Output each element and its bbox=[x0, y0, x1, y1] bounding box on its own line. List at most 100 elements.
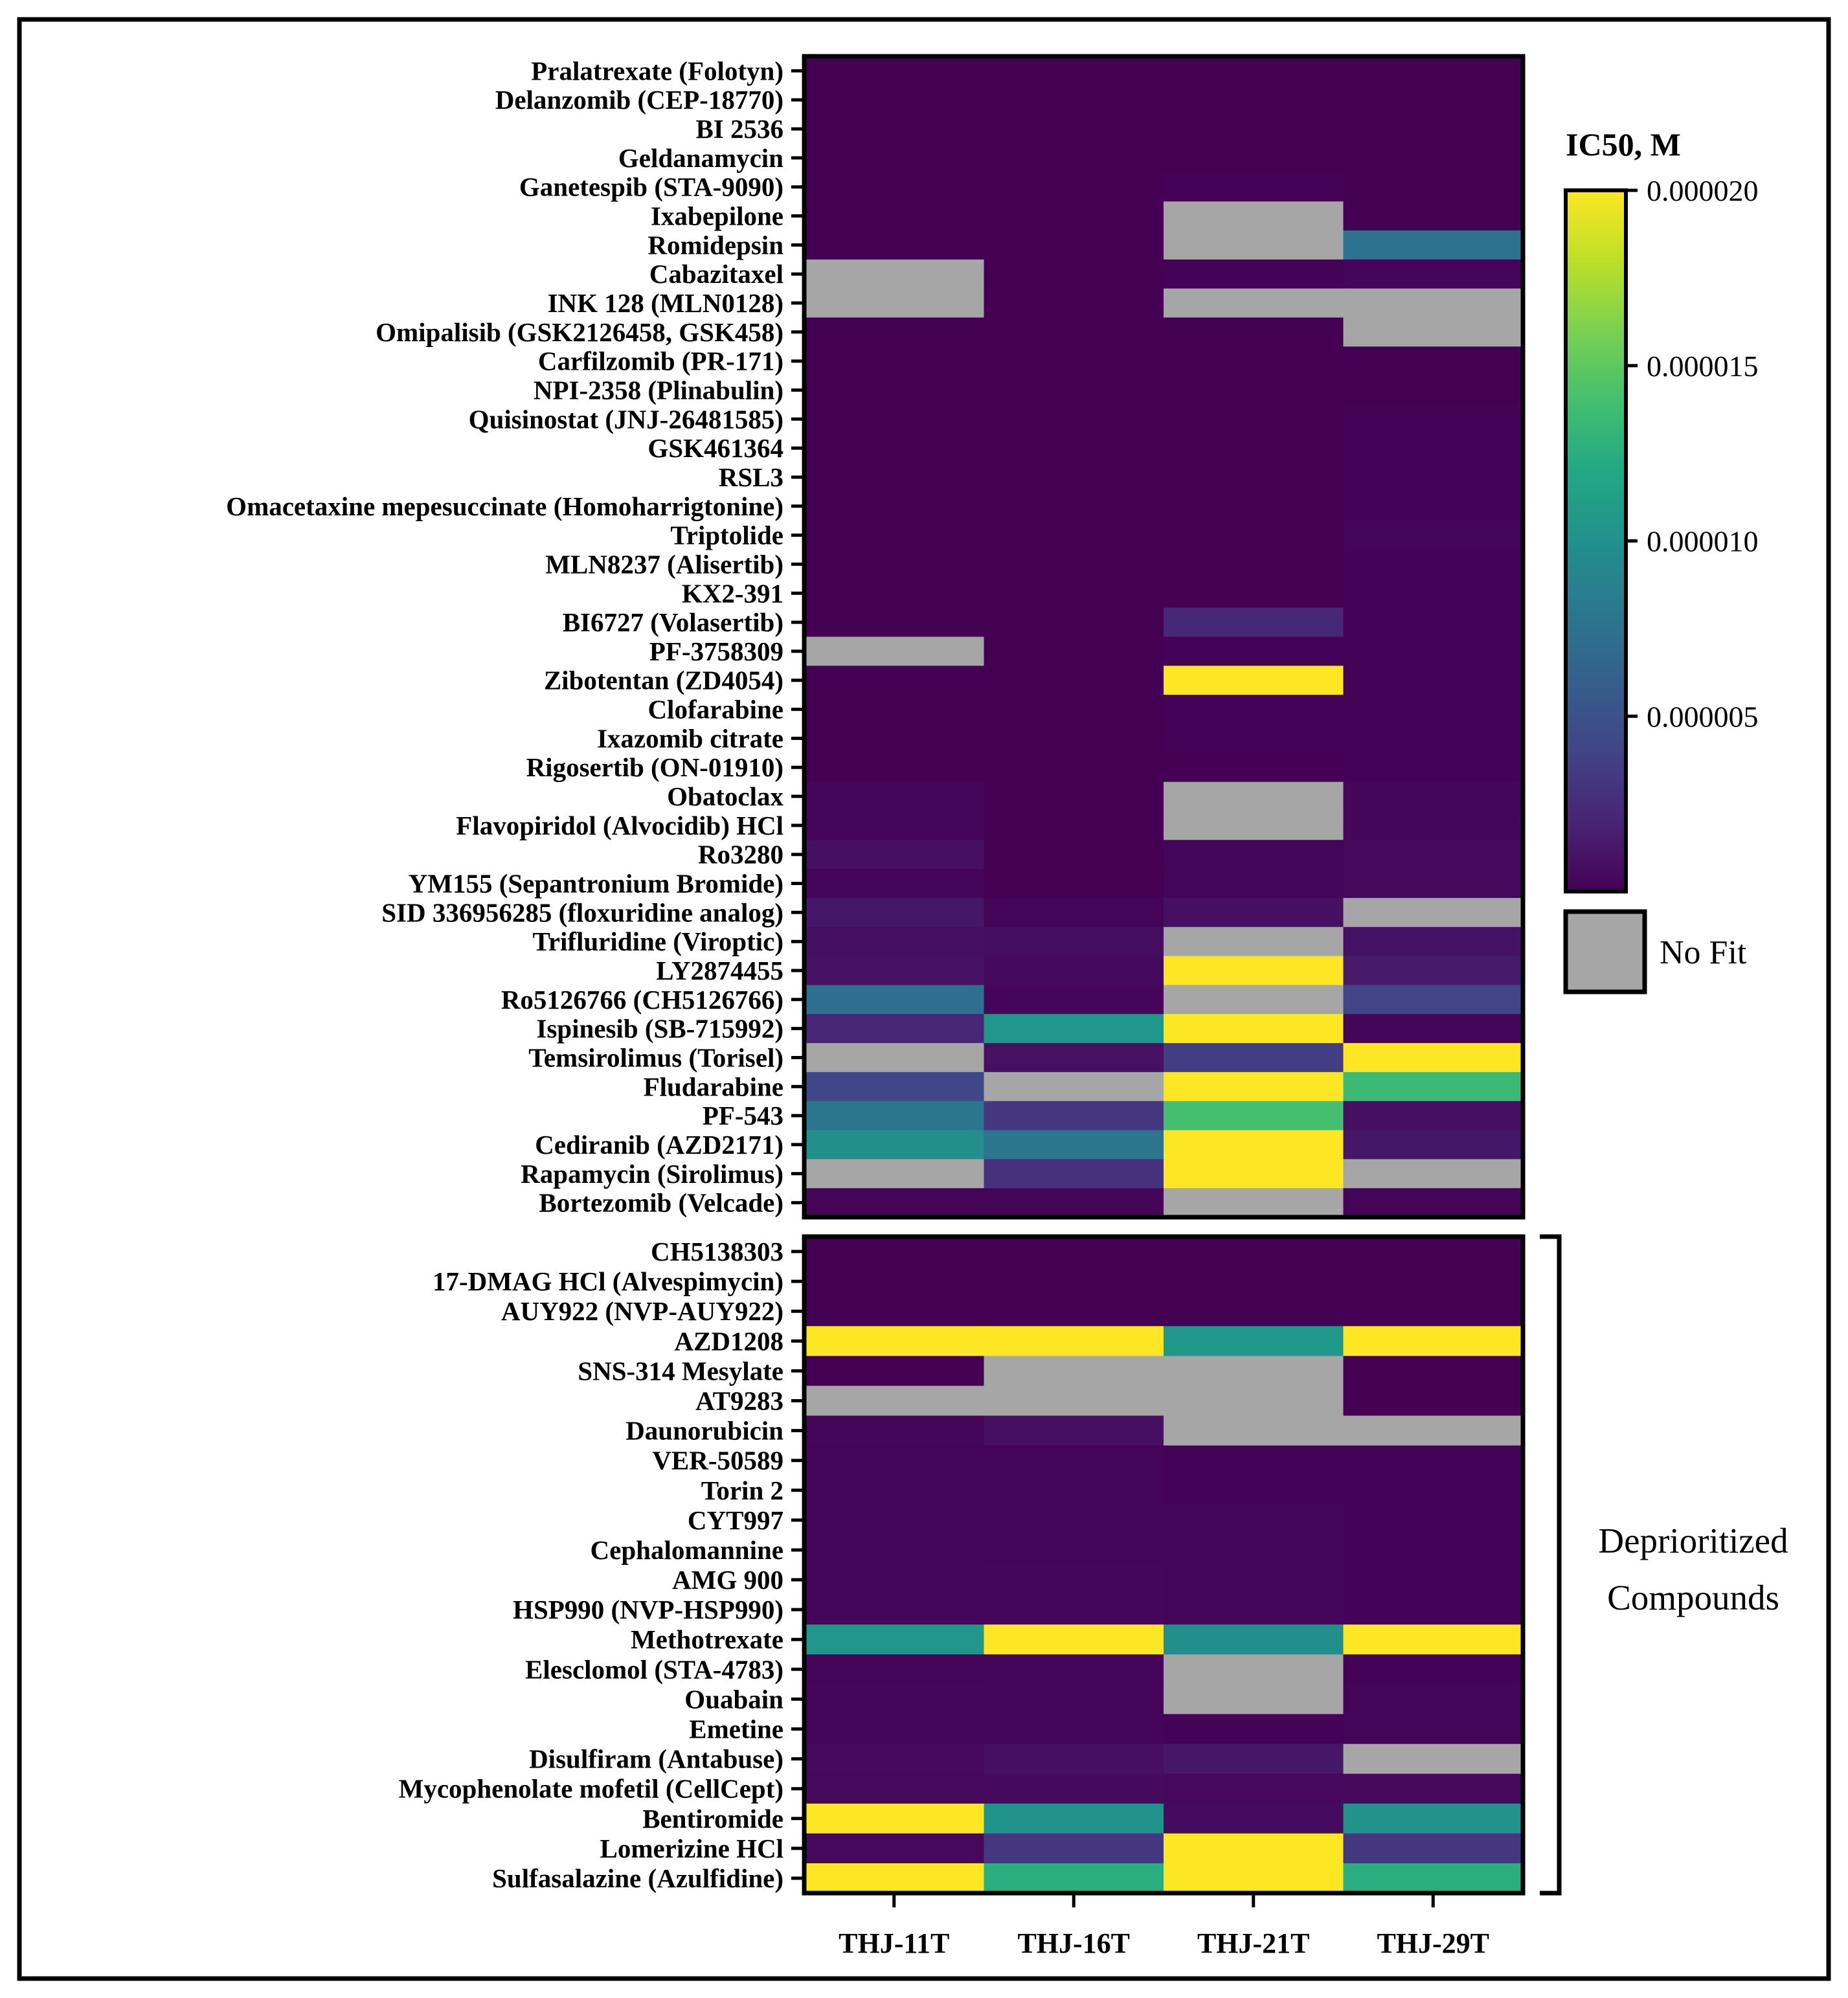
heatmap-cell bbox=[1164, 1684, 1344, 1715]
heatmap-cell bbox=[984, 172, 1164, 202]
heatmap-cell bbox=[1164, 1159, 1344, 1189]
heatmap-cell bbox=[984, 1505, 1164, 1536]
heatmap-cell bbox=[984, 666, 1164, 695]
heatmap-cell bbox=[984, 288, 1164, 319]
heatmap-cell bbox=[1343, 1326, 1524, 1357]
heatmap-cell bbox=[1164, 781, 1344, 812]
row-label: Daunorubicin bbox=[625, 1416, 783, 1446]
heatmap-cell bbox=[984, 1101, 1164, 1131]
heatmap-cell bbox=[804, 1833, 985, 1864]
heatmap-cell bbox=[804, 1130, 985, 1160]
row-labels: Pralatrexate (Folotyn)Delanzomib (CEP-18… bbox=[226, 56, 783, 1893]
row-label: YM155 (Sepantronium Bromide) bbox=[409, 869, 783, 899]
heatmap-cell bbox=[804, 201, 985, 231]
heatmap-cell bbox=[1343, 1356, 1524, 1387]
heatmap-cell bbox=[1343, 1863, 1524, 1894]
row-label: Obatoclax bbox=[667, 781, 783, 811]
heatmap-cell bbox=[984, 433, 1164, 464]
heatmap-cell bbox=[1164, 1624, 1344, 1656]
heatmap-cell bbox=[1343, 1654, 1524, 1685]
heatmap-cell bbox=[984, 491, 1164, 522]
row-label: VER-50589 bbox=[652, 1446, 783, 1476]
heatmap-cell bbox=[1164, 607, 1344, 638]
heatmap-cell bbox=[804, 346, 985, 376]
row-label: CYT997 bbox=[688, 1505, 783, 1535]
deprioritized-bracket: Deprioritized Compounds bbox=[1540, 1234, 1788, 1896]
heatmap-cell bbox=[1164, 1833, 1344, 1864]
heatmap-cell bbox=[1343, 1803, 1524, 1834]
heatmap-cell bbox=[1164, 840, 1344, 870]
row-label: Ixazomib citrate bbox=[597, 723, 783, 753]
heatmap-cell bbox=[1164, 491, 1344, 522]
heatmap-cell bbox=[984, 1159, 1164, 1189]
heatmap-cell bbox=[1343, 897, 1524, 928]
heatmap-cell bbox=[804, 172, 985, 202]
heatmap-cell bbox=[1343, 1833, 1524, 1864]
heatmap-cell bbox=[804, 230, 985, 260]
heatmap-cell bbox=[1164, 521, 1344, 550]
row-label: MLN8237 (Alisertib) bbox=[545, 549, 783, 579]
heatmap-cell bbox=[1164, 1744, 1344, 1775]
heatmap-cell bbox=[1164, 578, 1344, 609]
heatmap-cell bbox=[984, 1445, 1164, 1476]
heatmap-cell bbox=[984, 840, 1164, 870]
heatmap-cell bbox=[1343, 1534, 1524, 1566]
heatmap-cell bbox=[804, 1415, 985, 1446]
row-label: Ixabepilone bbox=[651, 201, 783, 231]
row-label: CH5138303 bbox=[651, 1237, 783, 1266]
heatmap-cell bbox=[804, 1266, 985, 1297]
heatmap-cell bbox=[1343, 1159, 1524, 1189]
row-label: Cediranib (AZD2171) bbox=[535, 1130, 783, 1160]
heatmap-cell bbox=[984, 259, 1164, 289]
heatmap-cell bbox=[1343, 85, 1524, 115]
heatmap-cell bbox=[984, 143, 1164, 174]
heatmap-cell bbox=[984, 1296, 1164, 1327]
heatmap-cell bbox=[1164, 433, 1344, 464]
row-label: Omacetaxine mepesuccinate (Homoharrigton… bbox=[226, 491, 783, 521]
heatmap-cell bbox=[1343, 1475, 1524, 1506]
row-label: PF-543 bbox=[703, 1101, 783, 1130]
heatmap-cell bbox=[984, 811, 1164, 841]
heatmap-cell bbox=[984, 1130, 1164, 1160]
heatmap-cell bbox=[984, 462, 1164, 493]
colorbar-tick-label: 0.000010 bbox=[1647, 525, 1759, 558]
heatmap-cell bbox=[1164, 752, 1344, 783]
row-label: Carfilzomib (PR-171) bbox=[538, 346, 783, 376]
row-label: Ouabain bbox=[684, 1684, 783, 1714]
heatmap-cell bbox=[804, 1595, 985, 1625]
row-label: Mycophenolate mofetil (CellCept) bbox=[399, 1774, 783, 1804]
heatmap-cell bbox=[804, 1326, 985, 1357]
heatmap-cell bbox=[984, 1475, 1164, 1506]
heatmap-cell bbox=[1164, 636, 1344, 667]
heatmap-cell bbox=[1343, 1296, 1524, 1327]
row-label: Sulfasalazine (Azulfidine) bbox=[492, 1863, 783, 1893]
row-label: AT9283 bbox=[695, 1386, 783, 1416]
heatmap-cell bbox=[1164, 1043, 1344, 1073]
heatmap-cell bbox=[1343, 1266, 1524, 1297]
heatmap-cell bbox=[984, 869, 1164, 899]
heatmap-cell bbox=[984, 317, 1164, 348]
heatmap-cell bbox=[1343, 346, 1524, 376]
heatmap-cell bbox=[804, 143, 985, 174]
heatmap-cell bbox=[804, 1188, 985, 1218]
heatmap-cell bbox=[1164, 376, 1344, 405]
heatmap-cell bbox=[1343, 1773, 1524, 1804]
heatmap-cell bbox=[804, 85, 985, 115]
row-label: INK 128 (MLN0128) bbox=[548, 288, 783, 318]
bracket-line bbox=[1540, 1234, 1562, 1896]
heatmap-cell bbox=[804, 1475, 985, 1506]
heatmap-cell bbox=[1343, 317, 1524, 348]
heatmap-cells bbox=[804, 56, 1524, 1894]
heatmap-cell bbox=[804, 521, 985, 550]
row-label: Ro3280 bbox=[698, 840, 783, 870]
heatmap-cell bbox=[804, 1773, 985, 1804]
heatmap-cell bbox=[1343, 1043, 1524, 1073]
heatmap-cell bbox=[1343, 1505, 1524, 1536]
row-label: KX2-391 bbox=[682, 578, 783, 608]
heatmap-cell bbox=[1164, 1386, 1344, 1417]
heatmap-cell bbox=[984, 897, 1164, 928]
heatmap-cell bbox=[804, 1744, 985, 1775]
heatmap-cell bbox=[1164, 1445, 1344, 1476]
row-label: Delanzomib (CEP-18770) bbox=[495, 85, 783, 115]
colorbar-tick-label: 0.000015 bbox=[1647, 350, 1759, 383]
